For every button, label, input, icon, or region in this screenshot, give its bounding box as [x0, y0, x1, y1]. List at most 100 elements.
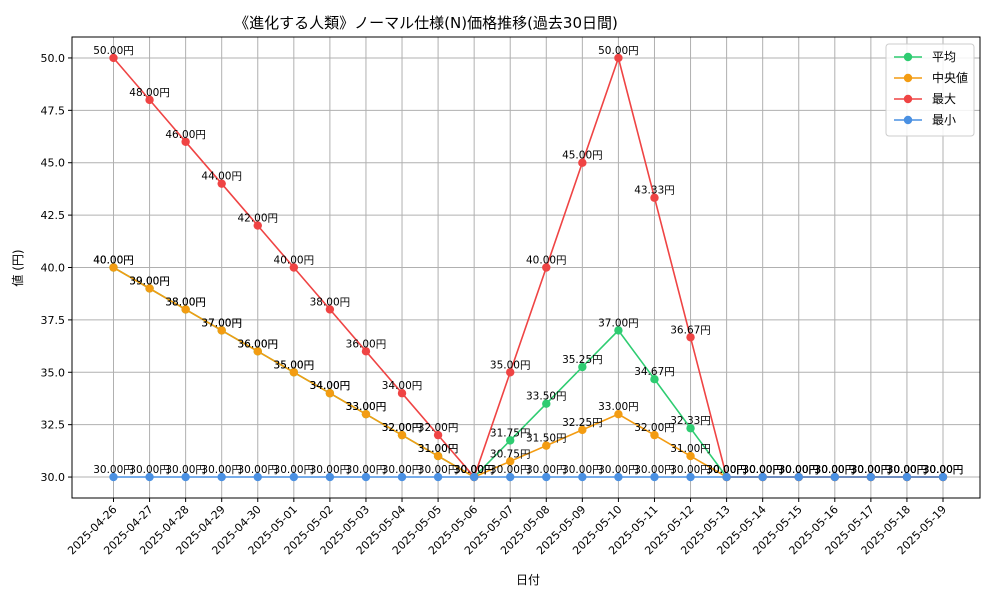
data-point — [614, 409, 623, 419]
data-point — [361, 347, 371, 356]
data-label: 30.00円 — [454, 464, 495, 476]
data-label: 34.00円 — [382, 380, 423, 392]
data-label: 30.00円 — [815, 464, 856, 476]
data-label: 30.00円 — [201, 464, 242, 476]
data-label: 30.00円 — [851, 464, 892, 476]
data-point — [253, 221, 262, 230]
data-label: 30.00円 — [165, 464, 206, 476]
data-label: 30.00円 — [706, 464, 747, 476]
data-label: 30.00円 — [887, 464, 928, 476]
data-point — [433, 430, 443, 440]
y-tick-label: 42.5 — [41, 209, 66, 222]
data-label: 46.00円 — [165, 129, 206, 141]
data-label: 30.00円 — [706, 464, 747, 476]
data-point — [253, 472, 262, 482]
legend-label: 中央値 — [932, 70, 968, 85]
y-tick-label: 40.0 — [41, 262, 66, 275]
series-layer — [109, 53, 948, 482]
data-label: 30.00円 — [129, 464, 170, 476]
data-label: 31.00円 — [418, 443, 459, 455]
data-label: 30.00円 — [454, 464, 495, 476]
data-label: 30.00円 — [851, 464, 892, 476]
data-label: 31.00円 — [670, 443, 711, 455]
legend-marker — [903, 94, 913, 104]
y-tick-label: 50.0 — [41, 52, 66, 65]
y-tick-label: 47.5 — [41, 104, 66, 117]
legend-label: 最小 — [932, 113, 956, 127]
data-label: 37.00円 — [598, 317, 639, 329]
data-point — [145, 95, 154, 105]
data-label: 30.00円 — [598, 464, 639, 476]
legend-label: 平均 — [932, 50, 956, 64]
data-point — [614, 472, 623, 482]
data-label: 32.00円 — [634, 422, 675, 434]
data-label: 32.00円 — [418, 422, 459, 434]
data-point — [145, 472, 154, 482]
data-point — [506, 472, 515, 482]
data-point — [109, 53, 118, 63]
data-point — [938, 472, 948, 482]
data-point — [469, 472, 479, 482]
data-point — [722, 472, 731, 482]
data-label: 30.00円 — [742, 464, 783, 476]
data-point — [686, 451, 695, 461]
data-label: 30.00円 — [887, 464, 928, 476]
data-point — [758, 472, 767, 482]
data-point — [253, 347, 262, 356]
y-tick-label: 35.0 — [41, 366, 66, 379]
data-label: 30.00円 — [778, 464, 819, 476]
data-label: 48.00円 — [129, 87, 170, 99]
data-label: 39.00円 — [129, 275, 170, 287]
data-label: 39.00円 — [129, 275, 170, 287]
data-label: 34.00円 — [310, 380, 351, 392]
data-label: 30.00円 — [815, 464, 856, 476]
data-point — [686, 333, 695, 342]
data-label: 40.00円 — [274, 255, 315, 267]
data-point — [397, 389, 407, 398]
data-label: 40.00円 — [93, 255, 134, 267]
legend-marker — [903, 73, 913, 83]
data-label: 34.67円 — [634, 366, 675, 378]
data-point — [289, 368, 299, 377]
data-label: 30.00円 — [382, 464, 423, 476]
data-label: 35.00円 — [274, 359, 315, 371]
data-point — [794, 472, 803, 482]
data-label: 30.00円 — [815, 464, 856, 476]
data-point — [650, 374, 659, 384]
data-label: 38.00円 — [310, 296, 351, 308]
data-label: 38.00円 — [165, 296, 206, 308]
data-label: 44.00円 — [201, 171, 242, 183]
data-point — [578, 425, 587, 435]
data-point — [217, 179, 226, 188]
data-label: 30.00円 — [706, 464, 747, 476]
data-label: 43.33円 — [634, 185, 675, 197]
data-point — [686, 472, 695, 482]
data-point — [578, 158, 587, 167]
legend-label: 最大 — [932, 92, 956, 106]
data-label: 36.00円 — [237, 338, 278, 350]
data-point — [614, 53, 623, 63]
data-label: 30.00円 — [815, 464, 856, 476]
data-label: 30.00円 — [923, 464, 964, 476]
data-label: 30.00円 — [887, 464, 928, 476]
data-point — [289, 263, 299, 272]
data-label: 30.00円 — [923, 464, 964, 476]
data-label: 30.00円 — [634, 464, 675, 476]
data-label: 30.00円 — [851, 464, 892, 476]
data-label: 32.00円 — [382, 422, 423, 434]
data-point — [109, 472, 118, 482]
data-label: 30.00円 — [778, 464, 819, 476]
data-point — [325, 389, 335, 398]
data-label: 32.25円 — [562, 417, 603, 429]
data-point — [506, 457, 515, 466]
data-point — [542, 441, 551, 450]
data-label: 30.00円 — [454, 464, 495, 476]
data-label: 30.00円 — [742, 464, 783, 476]
data-point — [542, 399, 551, 408]
data-point — [614, 326, 623, 335]
data-point — [650, 472, 659, 482]
data-point — [902, 472, 912, 482]
data-label: 30.00円 — [562, 464, 603, 476]
data-labels: 40.00円 39.00円 38.00円 37.00円 36.00円 35.00円 34.0… — [93, 45, 963, 476]
data-label: 37.00円 — [201, 317, 242, 329]
